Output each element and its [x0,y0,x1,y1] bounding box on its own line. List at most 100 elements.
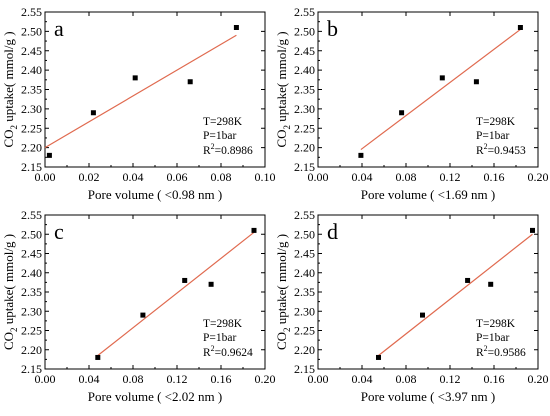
y-tick-label: 2.30 [21,304,42,318]
data-point [187,79,193,85]
annotation-r-squared: R2=0.8986 [203,142,253,157]
data-point [376,354,381,360]
y-tick-label: 2.55 [21,208,42,222]
y-tick-label: 2.20 [294,141,315,155]
r-squared-main: R [203,145,211,157]
r-squared-value: =0.9624 [215,347,253,359]
data-point [439,75,445,81]
r-squared-superscript: 2 [484,344,488,353]
y-axis-label: CO2 uptake( mmol/g ) [1,234,19,350]
data-point [132,75,138,81]
y-axis-label: CO2 uptake( mmol/g ) [274,31,292,147]
data-point [251,227,257,233]
plot-frame [44,214,266,370]
panel-letter: a [54,16,64,41]
y-tick-label: 2.55 [294,208,315,222]
x-tick-label: 0.00 [35,372,56,386]
data-point [465,277,471,283]
y-tick-label: 2.20 [21,343,42,357]
y-axis-label-main: CO [1,129,16,147]
annotation-pressure: P=1bar [476,130,509,142]
y-tick-label: 2.25 [294,121,315,135]
x-tick-label: 0.12 [167,372,188,386]
y-tick-label: 2.15 [294,160,315,174]
y-tick-label: 2.20 [21,141,42,155]
annotation-pressure: P=1bar [476,332,509,344]
data-point [530,227,535,233]
y-tick-label: 2.35 [21,83,42,97]
y-tick-label: 2.55 [21,5,42,19]
linear-fit-line [378,233,533,356]
y-tick-label: 2.50 [294,227,315,241]
y-tick-label: 2.15 [21,160,42,174]
plot-frame [317,214,539,370]
r-squared-value: =0.9586 [488,347,526,359]
x-axis-label: Pore volume ( <3.97 nm ) [361,389,495,404]
data-point [95,354,101,360]
panel-b: 0.00 0.04 0.08 0.12 0.16 0.20 2.15 2.20 2.25 2.30… [274,5,549,202]
y-axis-label-subscript: 2 [282,327,292,332]
x-tick-label: 0.00 [308,170,329,184]
panel-letter: b [327,16,338,41]
y-tick-label: 2.45 [21,247,42,261]
annotation-temperature: T=298K [203,116,243,128]
y-tick-label: 2.30 [294,304,315,318]
x-tick-label: 0.02 [79,170,100,184]
data-point [473,79,479,85]
y-tick-label: 2.40 [294,63,315,77]
data-point [208,281,214,287]
r-squared-superscript: 2 [211,142,215,151]
x-tick-label: 0.10 [255,170,276,184]
panel-c: 0.00 0.04 0.08 0.12 0.16 0.20 2.15 2.20 2.25 2.30… [1,208,276,404]
panel-letter: d [327,219,338,244]
data-point [488,281,494,287]
annotation-temperature: T=298K [476,116,516,128]
y-tick-label: 2.30 [294,102,315,116]
x-tick-label: 0.04 [352,372,373,386]
x-axis-label: Pore volume ( <0.98 nm ) [88,187,222,202]
y-axis-label-rest: uptake( mmol/g ) [274,234,289,328]
y-tick-label: 2.35 [21,285,42,299]
x-tick-label: 0.20 [528,170,549,184]
data-point [182,277,188,283]
annotation-r-squared: R2=0.9624 [203,344,253,359]
x-tick-label: 0.08 [396,170,417,184]
y-tick-label: 2.15 [294,362,315,376]
y-tick-label: 2.20 [294,343,315,357]
x-tick-label: 0.06 [167,170,188,184]
y-tick-label: 2.35 [294,285,315,299]
linear-fit-line [44,34,237,149]
data-point [233,25,239,30]
x-tick-label: 0.04 [79,372,100,386]
y-axis-label-main: CO [274,129,289,147]
y-tick-label: 2.30 [21,102,42,116]
data-point [46,152,52,158]
x-tick-label: 0.16 [211,372,232,386]
y-tick-label: 2.35 [294,83,315,97]
data-point [358,152,364,158]
x-tick-label: 0.08 [211,170,232,184]
y-axis-label-rest: uptake( mmol/g ) [1,234,16,328]
x-axis-label: Pore volume ( <1.69 nm ) [361,187,495,202]
annotation-r-squared: R2=0.9453 [476,142,526,157]
panel-letter: c [54,219,64,244]
y-tick-label: 2.45 [294,44,315,58]
y-axis-label-subscript: 2 [282,125,292,130]
x-tick-label: 0.04 [123,170,144,184]
data-point [420,312,425,318]
data-point [140,312,146,318]
r-squared-main: R [476,145,484,157]
x-tick-label: 0.12 [440,372,461,386]
r-squared-superscript: 2 [484,142,488,151]
y-tick-label: 2.15 [21,362,42,376]
linear-fit-line [360,28,521,151]
y-axis-label-subscript: 2 [9,125,19,130]
annotation-temperature: T=298K [203,318,243,330]
y-tick-label: 2.25 [21,121,42,135]
x-tick-label: 0.08 [396,372,417,386]
x-tick-label: 0.04 [352,170,373,184]
y-tick-label: 2.50 [21,24,42,38]
annotation-r-squared: R2=0.9586 [476,344,526,359]
y-tick-label: 2.45 [294,247,315,261]
